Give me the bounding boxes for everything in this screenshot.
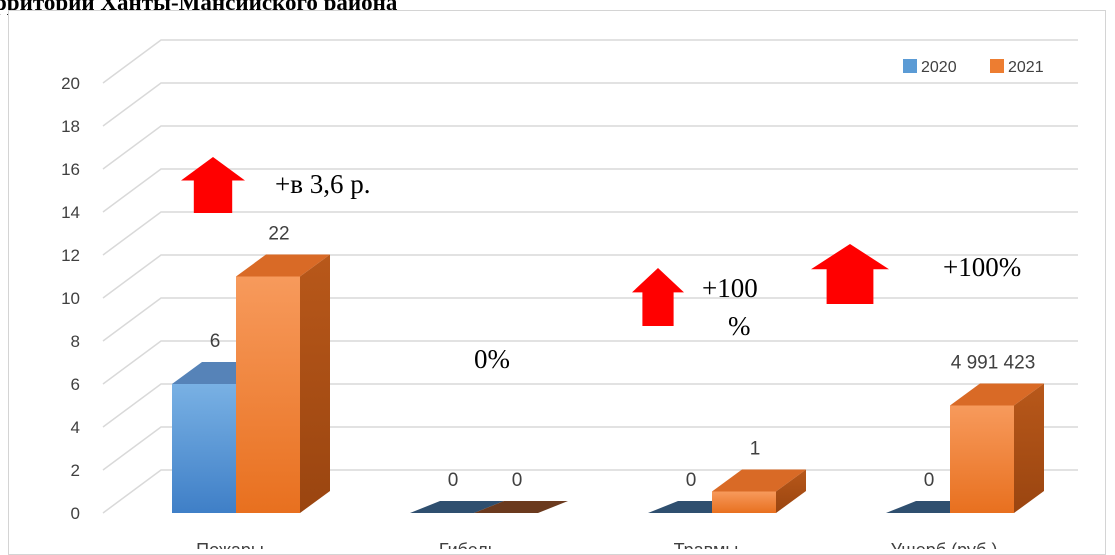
data-label: 0 bbox=[512, 470, 523, 491]
data-label: 4 991 423 bbox=[951, 353, 1036, 374]
up-arrow-icon bbox=[181, 157, 245, 213]
gridline bbox=[102, 297, 1078, 342]
y-tick-label: 12 bbox=[61, 246, 80, 265]
y-tick-label: 6 bbox=[71, 375, 80, 394]
category-label: Ущерб (руб.) bbox=[891, 540, 998, 549]
bar-front-2021 bbox=[950, 405, 1014, 513]
annotation-text: +в 3,6 р. bbox=[275, 169, 370, 199]
legend-label: 2020 bbox=[921, 59, 957, 76]
gridline bbox=[102, 168, 1078, 213]
gridline bbox=[102, 82, 1078, 127]
bar-front-2020 bbox=[172, 384, 236, 513]
bar-side-2021 bbox=[300, 254, 330, 513]
legend-swatch bbox=[903, 59, 917, 73]
bars bbox=[172, 254, 1044, 513]
bar-side-2021 bbox=[776, 469, 806, 513]
bar-front-2021 bbox=[712, 491, 776, 513]
category-label: Пожары bbox=[196, 540, 264, 549]
y-tick-label: 2 bbox=[71, 461, 80, 480]
y-tick-label: 4 bbox=[71, 418, 80, 437]
data-labels: 6 22 0 0 0 1 0 4 991 423 bbox=[210, 224, 1036, 492]
up-arrow-icon bbox=[811, 244, 889, 304]
y-tick-label: 14 bbox=[61, 203, 80, 222]
gridline bbox=[102, 211, 1078, 256]
annotations: +в 3,6 р. 0% +100 % +100% bbox=[181, 157, 1021, 374]
legend: 2020 2021 bbox=[903, 59, 1044, 76]
annotation-text: 0% bbox=[474, 344, 510, 374]
up-arrow-icon bbox=[632, 268, 684, 326]
category-label: Гибель bbox=[439, 540, 497, 549]
bar-top-2021 bbox=[236, 254, 330, 277]
bar-side-2021 bbox=[1014, 383, 1044, 513]
legend-label: 2021 bbox=[1008, 59, 1044, 76]
data-label: 0 bbox=[686, 470, 697, 491]
bar-top-2021 bbox=[950, 383, 1044, 406]
y-tick-label: 10 bbox=[61, 289, 80, 308]
data-label: 22 bbox=[268, 224, 289, 245]
y-tick-label: 0 bbox=[71, 504, 80, 523]
gridlines bbox=[102, 39, 1078, 514]
gridline bbox=[102, 383, 1078, 428]
gridline bbox=[102, 340, 1078, 385]
legend-swatch bbox=[990, 59, 1004, 73]
annotation-text: +100% bbox=[702, 273, 758, 341]
data-label: 0 bbox=[448, 470, 459, 491]
gridline bbox=[102, 254, 1078, 299]
data-label: 0 bbox=[924, 470, 935, 491]
annotation-text: +100% bbox=[943, 252, 1021, 282]
y-tick-label: 8 bbox=[71, 332, 80, 351]
y-tick-label: 18 bbox=[61, 117, 80, 136]
bar-front-2021 bbox=[236, 276, 300, 513]
gridline bbox=[102, 426, 1078, 471]
data-label: 6 bbox=[210, 331, 221, 352]
category-labels: Пожары Гибель Травмы Ущерб (руб.) bbox=[196, 540, 997, 549]
y-tick-label: 20 bbox=[61, 74, 80, 93]
bar-flat-2020 bbox=[410, 501, 504, 513]
gridline bbox=[102, 39, 1078, 84]
bar-flat-2021 bbox=[474, 501, 568, 513]
bar-top-2021 bbox=[712, 469, 806, 492]
category-label: Травмы bbox=[674, 540, 739, 549]
gridline bbox=[102, 125, 1078, 170]
data-label: 1 bbox=[750, 439, 761, 460]
y-axis: 0 2 4 6 8 10 12 14 16 18 20 bbox=[61, 74, 80, 523]
y-tick-label: 16 bbox=[61, 160, 80, 179]
